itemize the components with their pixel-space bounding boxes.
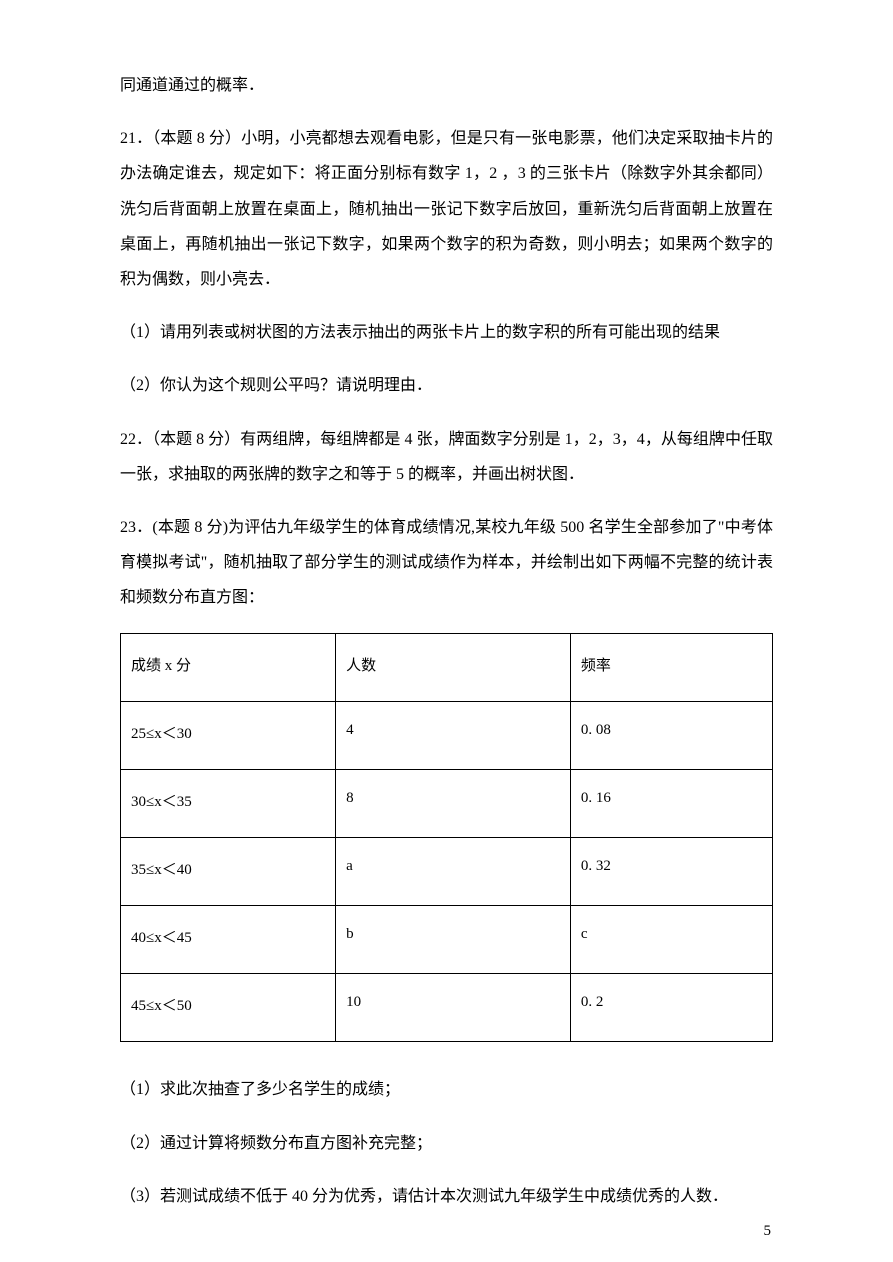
table-cell: 40≤x＜45	[121, 906, 336, 974]
table-header-cell: 频率	[570, 634, 772, 702]
document-page: 同通道通过的概率． 21．（本题 8 分）小明，小亮都想去观看电影，但是只有一张…	[0, 0, 893, 1262]
table-row: 25≤x＜30 4 0. 08	[121, 702, 773, 770]
question-23-part-1: （1）求此次抽查了多少名学生的成绩；	[120, 1072, 773, 1107]
table-row: 45≤x＜50 10 0. 2	[121, 974, 773, 1042]
table-cell: 8	[336, 770, 571, 838]
table-cell: 25≤x＜30	[121, 702, 336, 770]
table-cell: 4	[336, 702, 571, 770]
table-cell: b	[336, 906, 571, 974]
table-cell: a	[336, 838, 571, 906]
table-row: 40≤x＜45 b c	[121, 906, 773, 974]
question-21: 21．（本题 8 分）小明，小亮都想去观看电影，但是只有一张电影票，他们决定采取…	[120, 121, 773, 297]
question-22: 22．（本题 8 分）有两组牌，每组牌都是 4 张，牌面数字分别是 1，2，3，…	[120, 422, 773, 492]
question-23-intro: 23．(本题 8 分)为评估九年级学生的体育成绩情况,某校九年级 500 名学生…	[120, 510, 773, 616]
table-cell: 35≤x＜40	[121, 838, 336, 906]
table-cell: 10	[336, 974, 571, 1042]
table-cell: 0. 32	[570, 838, 772, 906]
question-23-part-2: （2）通过计算将频数分布直方图补充完整；	[120, 1126, 773, 1161]
frequency-table: 成绩 x 分 人数 频率 25≤x＜30 4 0. 08 30≤x＜35 8 0…	[120, 633, 773, 1042]
table-cell: 30≤x＜35	[121, 770, 336, 838]
question-21-part-2: （2）你认为这个规则公平吗？请说明理由．	[120, 368, 773, 403]
page-number: 5	[764, 1223, 772, 1240]
paragraph: 同通道通过的概率．	[120, 68, 773, 103]
table-header-cell: 人数	[336, 634, 571, 702]
question-23-part-3: （3）若测试成绩不低于 40 分为优秀，请估计本次测试九年级学生中成绩优秀的人数…	[120, 1179, 773, 1214]
table-cell: 0. 2	[570, 974, 772, 1042]
table-row: 30≤x＜35 8 0. 16	[121, 770, 773, 838]
table-cell: c	[570, 906, 772, 974]
question-21-part-1: （1）请用列表或树状图的方法表示抽出的两张卡片上的数字积的所有可能出现的结果	[120, 315, 773, 350]
table-row: 35≤x＜40 a 0. 32	[121, 838, 773, 906]
table-header-row: 成绩 x 分 人数 频率	[121, 634, 773, 702]
table-header-cell: 成绩 x 分	[121, 634, 336, 702]
table-cell: 45≤x＜50	[121, 974, 336, 1042]
table-cell: 0. 16	[570, 770, 772, 838]
table-cell: 0. 08	[570, 702, 772, 770]
